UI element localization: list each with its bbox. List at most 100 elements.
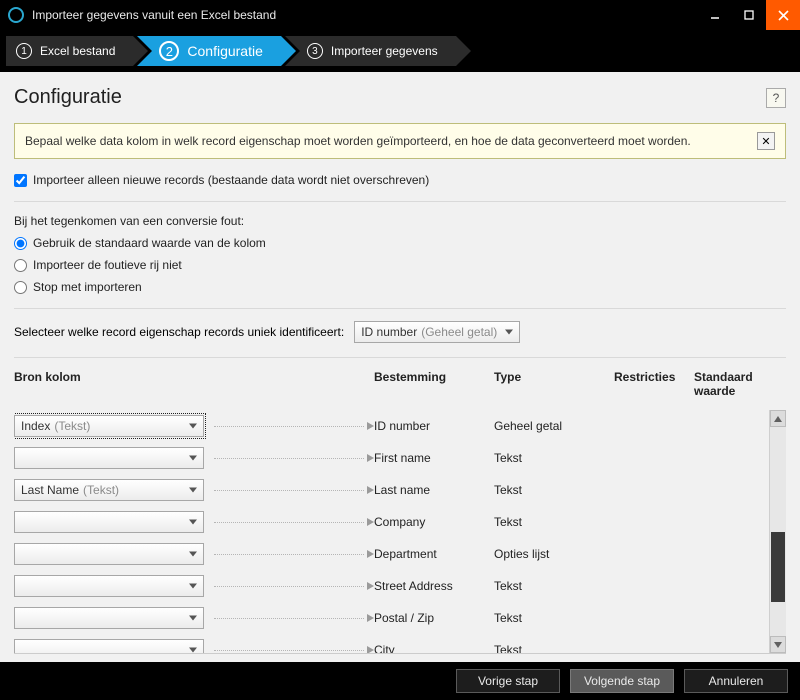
destination-label: Company	[374, 515, 494, 529]
step-configuration[interactable]: 2 Configuratie	[137, 36, 281, 66]
titlebar: Importeer gegevens vanuit een Excel best…	[0, 0, 800, 30]
radio-label: Stop met importeren	[33, 280, 142, 294]
mapping-table: Index (Tekst) ID numberGeheel getal First n…	[14, 410, 786, 654]
destination-label: ID number	[374, 419, 494, 433]
type-label: Opties lijst	[494, 547, 614, 561]
mapping-arrow-icon	[214, 581, 374, 591]
step-number: 2	[159, 41, 179, 61]
mapping-table-header: Bron kolom Bestemming Type Restricties S…	[14, 370, 786, 398]
separator	[14, 357, 786, 358]
source-column-select[interactable]	[14, 575, 204, 597]
mapping-arrow-icon	[214, 485, 374, 495]
banner-close-button[interactable]: ✕	[757, 132, 775, 150]
cancel-button[interactable]: Annuleren	[684, 669, 788, 693]
mapping-arrow-icon	[214, 549, 374, 559]
scroll-thumb[interactable]	[771, 532, 785, 602]
error-option-stop[interactable]: Stop met importeren	[14, 280, 786, 294]
mapping-row: Index (Tekst) ID numberGeheel getal	[14, 410, 769, 442]
unique-id-select[interactable]: ID number (Geheel getal)	[354, 321, 520, 343]
radio-input[interactable]	[14, 259, 27, 272]
vertical-scrollbar[interactable]	[769, 410, 786, 653]
mapping-arrow-icon	[214, 453, 374, 463]
checkbox-label: Importeer alleen nieuwe records (bestaan…	[33, 173, 429, 187]
type-label: Tekst	[494, 579, 614, 593]
separator	[14, 201, 786, 202]
wizard-footer: Vorige stap Volgende stap Annuleren	[0, 662, 800, 700]
error-option-skip-row[interactable]: Importeer de foutieve rij niet	[14, 258, 786, 272]
import-wizard-window: Importeer gegevens vanuit een Excel best…	[0, 0, 800, 700]
mapping-row: Street AddressTekst	[14, 570, 769, 602]
wizard-steps: 1 Excel bestand 2 Configuratie 3 Importe…	[0, 30, 800, 72]
only-new-records-input[interactable]	[14, 174, 27, 187]
separator	[14, 308, 786, 309]
mapping-row: First nameTekst	[14, 442, 769, 474]
select-value: Index	[21, 419, 50, 433]
maximize-button[interactable]	[732, 0, 766, 30]
type-label: Tekst	[494, 515, 614, 529]
previous-button[interactable]: Vorige stap	[456, 669, 560, 693]
mapping-rows: Index (Tekst) ID numberGeheel getal First n…	[14, 410, 769, 653]
step-label: Excel bestand	[40, 44, 115, 58]
select-hint: (Tekst)	[54, 419, 90, 433]
source-column-select[interactable]	[14, 447, 204, 469]
radio-input[interactable]	[14, 281, 27, 294]
destination-label: First name	[374, 451, 494, 465]
on-error-radio-group: Gebruik de standaard waarde van de kolom…	[14, 236, 786, 294]
unique-id-label: Selecteer welke record eigenschap record…	[14, 325, 344, 339]
step-import-data[interactable]: 3 Importeer gegevens	[285, 36, 456, 66]
mapping-row: CityTekst	[14, 634, 769, 653]
next-button[interactable]: Volgende stap	[570, 669, 674, 693]
minimize-button[interactable]	[698, 0, 732, 30]
col-type: Type	[494, 370, 614, 398]
select-hint: (Geheel getal)	[421, 325, 497, 339]
step-number: 3	[307, 43, 323, 59]
source-column-select[interactable]	[14, 607, 204, 629]
source-column-select[interactable]: Last Name(Tekst)	[14, 479, 204, 501]
source-column-select[interactable]	[14, 639, 204, 653]
info-banner: Bepaal welke data kolom in welk record e…	[14, 123, 786, 159]
app-icon	[8, 7, 24, 23]
col-destination: Bestemming	[374, 370, 494, 398]
content-area: Configuratie ? Bepaal welke data kolom i…	[0, 72, 800, 662]
step-number: 1	[16, 43, 32, 59]
radio-label: Gebruik de standaard waarde van de kolom	[33, 236, 266, 250]
mapping-arrow-icon	[214, 613, 374, 623]
radio-input[interactable]	[14, 237, 27, 250]
scroll-up-button[interactable]	[770, 410, 786, 427]
mapping-row: Last Name(Tekst) Last nameTekst	[14, 474, 769, 506]
radio-label: Importeer de foutieve rij niet	[33, 258, 182, 272]
error-option-default[interactable]: Gebruik de standaard waarde van de kolom	[14, 236, 786, 250]
step-label: Configuratie	[187, 43, 263, 59]
on-error-label: Bij het tegenkomen van een conversie fou…	[14, 214, 786, 228]
destination-label: Postal / Zip	[374, 611, 494, 625]
source-column-select[interactable]	[14, 511, 204, 533]
source-column-select[interactable]: Index (Tekst)	[14, 415, 204, 437]
col-restrictions: Restricties	[614, 370, 694, 398]
window-controls	[698, 0, 800, 30]
scroll-down-button[interactable]	[770, 636, 786, 653]
mapping-arrow-icon	[214, 645, 374, 653]
source-column-select[interactable]	[14, 543, 204, 565]
window-title: Importeer gegevens vanuit een Excel best…	[32, 8, 698, 22]
step-label: Importeer gegevens	[331, 44, 438, 58]
only-new-records-checkbox[interactable]: Importeer alleen nieuwe records (bestaan…	[14, 173, 786, 187]
mapping-row: DepartmentOpties lijst	[14, 538, 769, 570]
mapping-row: CompanyTekst	[14, 506, 769, 538]
mapping-arrow-icon	[214, 517, 374, 527]
content-header: Configuratie ?	[14, 86, 786, 109]
select-hint: (Tekst)	[83, 483, 119, 497]
step-excel-file[interactable]: 1 Excel bestand	[6, 36, 133, 66]
type-label: Tekst	[494, 483, 614, 497]
type-label: Tekst	[494, 611, 614, 625]
type-label: Tekst	[494, 643, 614, 653]
close-button[interactable]	[766, 0, 800, 30]
mapping-row: Postal / ZipTekst	[14, 602, 769, 634]
scroll-track[interactable]	[770, 427, 786, 636]
help-button[interactable]: ?	[766, 88, 786, 108]
banner-message: Bepaal welke data kolom in welk record e…	[25, 134, 757, 148]
destination-label: Last name	[374, 483, 494, 497]
mapping-arrow-icon	[214, 421, 374, 431]
type-label: Tekst	[494, 451, 614, 465]
type-label: Geheel getal	[494, 419, 614, 433]
unique-id-row: Selecteer welke record eigenschap record…	[14, 321, 786, 343]
